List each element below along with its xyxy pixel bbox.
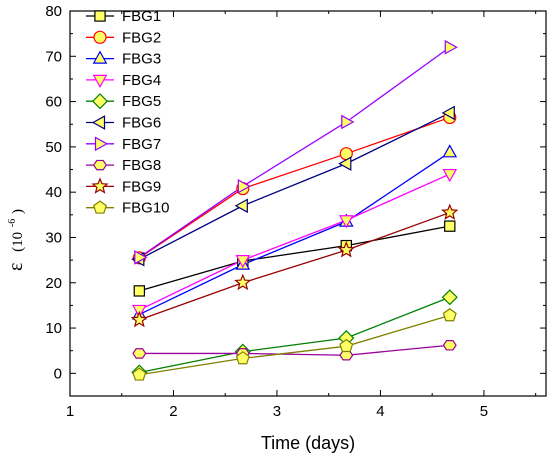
legend-label-fbg1: FBG1 bbox=[122, 8, 161, 25]
y-tick-label: 40 bbox=[45, 184, 62, 201]
data-point-fbg4 bbox=[442, 168, 458, 183]
legend-marker-fbg5 bbox=[91, 93, 109, 110]
legend: FBG1 FBG2 FBG3 FBG4 FBG5 FBG6 FBG7 FBG8 FBG9 FBG1… bbox=[86, 8, 170, 217]
legend-marker-fbg4 bbox=[92, 74, 108, 89]
y-axis-label: ε (10 -6 ) bbox=[0, 209, 27, 271]
data-point-fbg7 bbox=[341, 114, 355, 130]
legend-marker-fbg6 bbox=[91, 115, 106, 130]
data-point-fbg5 bbox=[441, 289, 458, 306]
legend-label-fbg10: FBG10 bbox=[122, 200, 170, 217]
data-point-fbg9 bbox=[441, 203, 459, 220]
legend-marker-fbg3 bbox=[92, 50, 108, 64]
y-axis-label-symbol: ε bbox=[5, 263, 27, 271]
data-point-fbg9 bbox=[234, 273, 252, 291]
series-line-fbg4 bbox=[139, 173, 451, 311]
x-tick-label: 4 bbox=[376, 403, 384, 420]
data-point-fbg3 bbox=[442, 144, 458, 158]
y-tick-label: 30 bbox=[45, 229, 62, 246]
series-line-fbg5 bbox=[139, 296, 451, 374]
x-tick-label: 3 bbox=[273, 403, 281, 420]
data-point-fbg9 bbox=[337, 241, 355, 258]
legend-label-fbg8: FBG8 bbox=[122, 157, 161, 174]
y-tick-label: 60 bbox=[45, 94, 62, 111]
legend-label-fbg2: FBG2 bbox=[122, 29, 161, 46]
data-point-fbg1 bbox=[444, 220, 456, 232]
y-tick-label: 0 bbox=[54, 365, 62, 382]
data-point-fbg10 bbox=[132, 367, 147, 381]
series-line-fbg2 bbox=[138, 116, 450, 259]
data-point-fbg10 bbox=[235, 351, 250, 365]
data-point-fbg10 bbox=[442, 308, 457, 322]
data-point-fbg8 bbox=[442, 339, 457, 351]
series-markers bbox=[130, 39, 459, 381]
legend-marker-fbg8 bbox=[92, 159, 108, 171]
series-lines bbox=[138, 46, 451, 376]
y-tick-label: 50 bbox=[45, 139, 62, 156]
data-point-fbg6 bbox=[441, 105, 455, 121]
y-axis-label-close: ) bbox=[10, 209, 26, 214]
data-point-fbg7 bbox=[134, 250, 148, 265]
y-tick-label: 80 bbox=[45, 3, 62, 20]
x-axis-label: Time (days) bbox=[261, 433, 355, 453]
data-point-fbg7 bbox=[237, 178, 251, 194]
legend-marker-fbg10 bbox=[93, 200, 107, 214]
x-tick-label: 5 bbox=[480, 403, 488, 420]
data-point-fbg9 bbox=[130, 310, 148, 328]
data-point-fbg7 bbox=[444, 39, 458, 55]
y-tick-label: 10 bbox=[45, 320, 62, 337]
y-axis-label-unit: (10 bbox=[10, 232, 26, 252]
legend-label-fbg3: FBG3 bbox=[122, 51, 161, 68]
legend-label-fbg9: FBG9 bbox=[122, 178, 161, 195]
data-point-fbg8 bbox=[132, 348, 147, 359]
legend-marker-fbg2 bbox=[93, 30, 107, 44]
data-point-fbg6 bbox=[234, 198, 248, 214]
y-tick-label: 20 bbox=[45, 275, 62, 292]
x-tick-label: 2 bbox=[169, 403, 177, 420]
legend-label-fbg7: FBG7 bbox=[122, 136, 161, 153]
series-line-fbg7 bbox=[138, 46, 451, 258]
y-axis-label-exponent: -6 bbox=[7, 219, 18, 227]
series-line-fbg1 bbox=[139, 225, 450, 292]
data-point-fbg10 bbox=[339, 338, 354, 353]
data-point-fbg4 bbox=[338, 215, 354, 229]
series-line-fbg3 bbox=[139, 151, 451, 316]
series-line-fbg9 bbox=[139, 211, 450, 321]
legend-label-fbg4: FBG4 bbox=[122, 72, 161, 89]
legend-label-fbg6: FBG6 bbox=[122, 115, 161, 132]
x-tick-label: 1 bbox=[66, 403, 74, 420]
series-line-fbg8 bbox=[139, 344, 450, 356]
series-line-fbg6 bbox=[139, 112, 451, 260]
data-point-fbg4 bbox=[235, 255, 251, 269]
series-line-fbg10 bbox=[139, 314, 450, 376]
legend-marker-fbg9 bbox=[91, 177, 109, 194]
data-point-fbg1 bbox=[133, 285, 146, 297]
legend-marker-fbg1 bbox=[94, 10, 106, 22]
data-point-fbg6 bbox=[338, 156, 352, 171]
y-tick-label: 70 bbox=[45, 48, 62, 65]
legend-marker-fbg7 bbox=[94, 136, 109, 152]
legend-label-fbg5: FBG5 bbox=[122, 93, 161, 110]
plot-frame bbox=[69, 10, 547, 397]
